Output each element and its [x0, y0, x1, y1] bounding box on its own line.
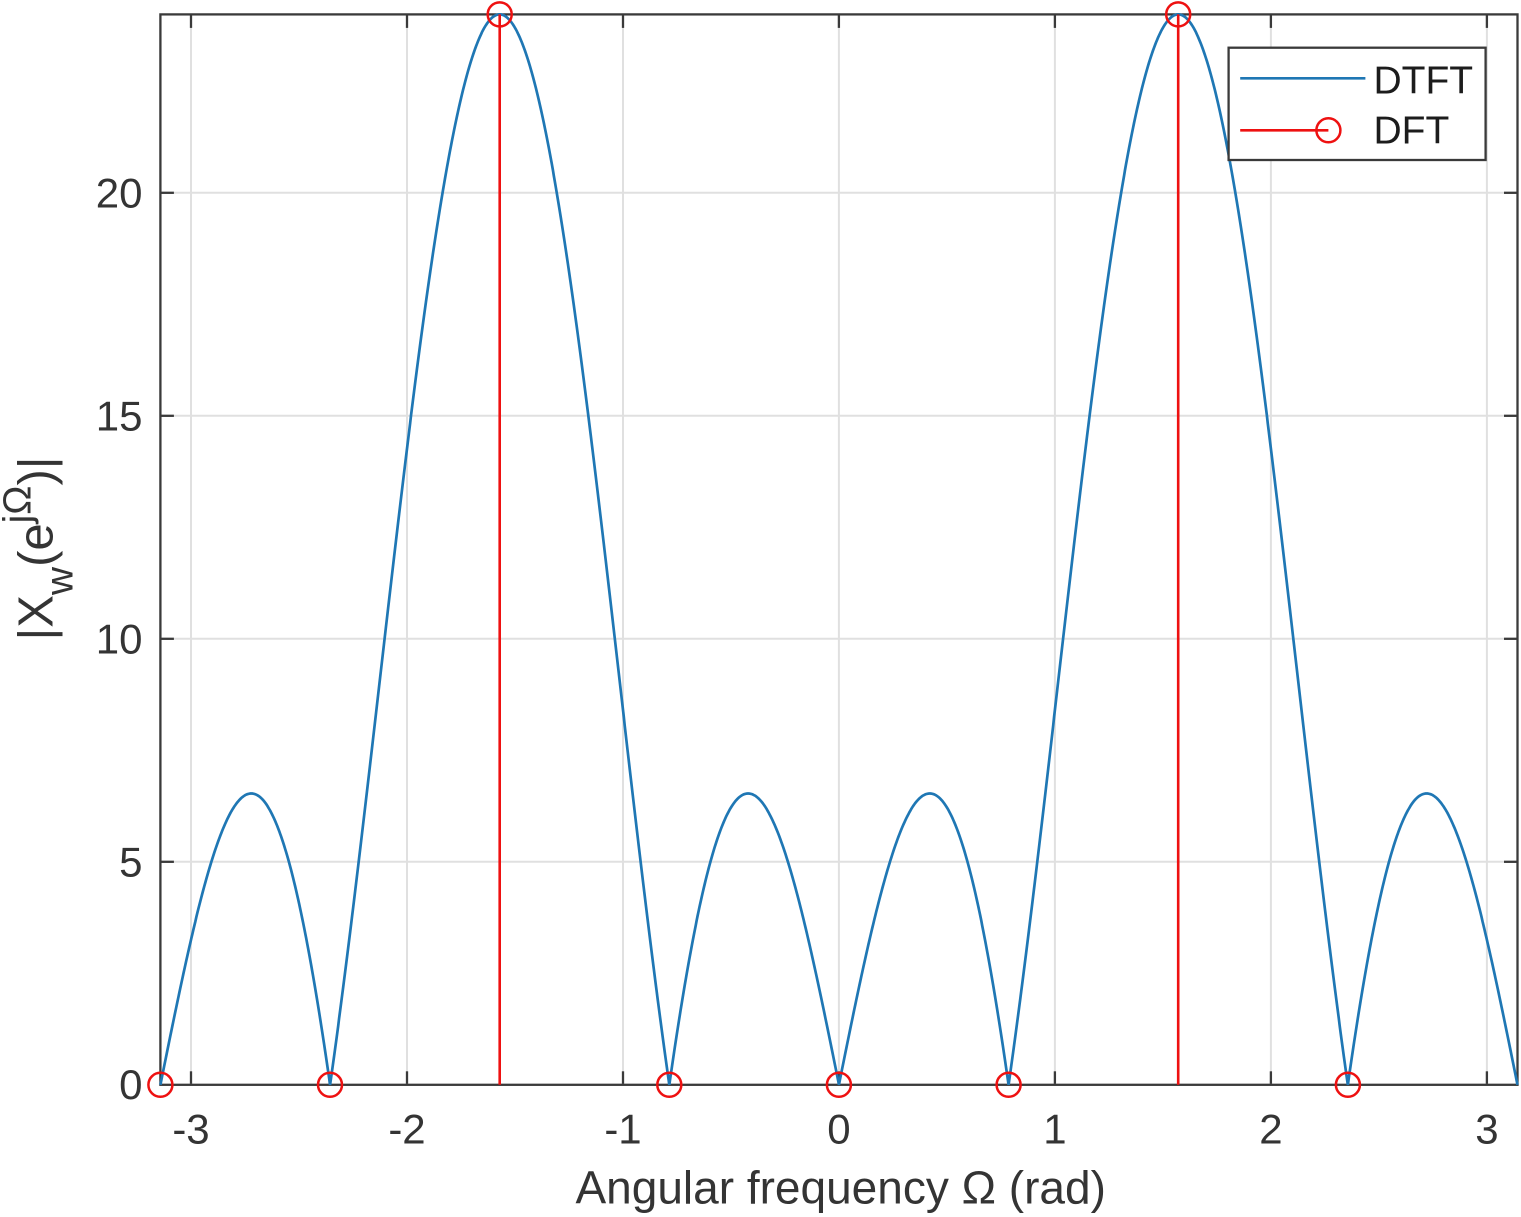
svg-text:3: 3	[1475, 1106, 1498, 1153]
svg-text:Angular frequency Ω (rad): Angular frequency Ω (rad)	[575, 1162, 1105, 1214]
svg-text:DTFT: DTFT	[1374, 60, 1474, 103]
svg-text:15: 15	[96, 393, 143, 440]
svg-text:DFT: DFT	[1374, 110, 1450, 153]
svg-text:5: 5	[119, 838, 142, 885]
svg-text:0: 0	[827, 1106, 850, 1153]
svg-text:2: 2	[1259, 1106, 1282, 1153]
svg-text:0: 0	[119, 1061, 142, 1108]
svg-text:-2: -2	[388, 1106, 425, 1153]
svg-text:1: 1	[1043, 1106, 1066, 1153]
svg-text:10: 10	[96, 615, 143, 662]
svg-text:-3: -3	[172, 1106, 209, 1153]
svg-text:-1: -1	[604, 1106, 641, 1153]
svg-text:20: 20	[96, 170, 143, 217]
